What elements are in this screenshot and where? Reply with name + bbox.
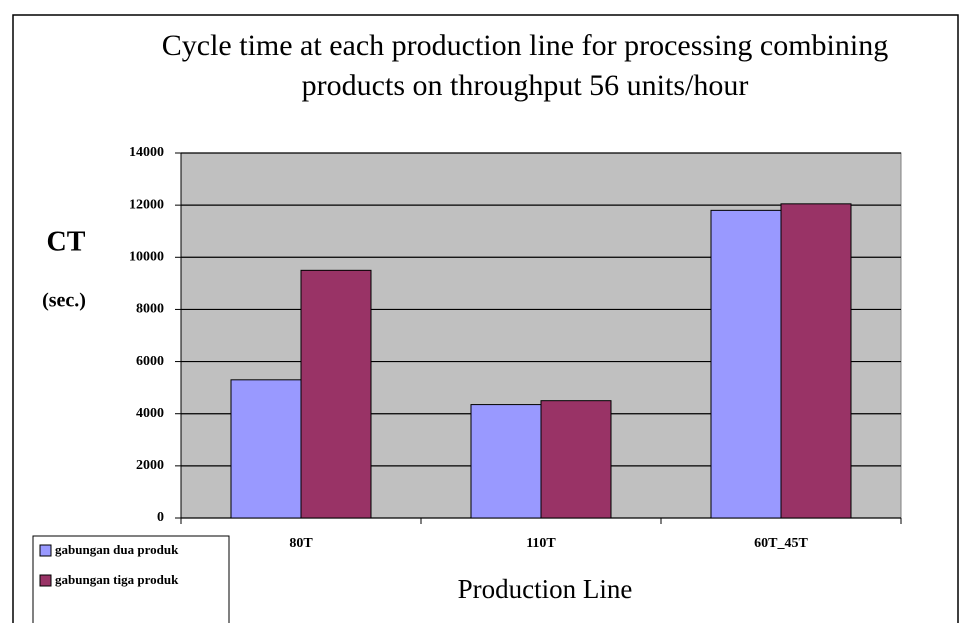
frame [12,14,959,623]
y-tick-label: 8000 [136,302,164,317]
y-tick-label: 14000 [129,145,164,160]
y-tick-label: 12000 [129,197,164,212]
x-axis-label: Production Line [458,574,633,604]
x-tick-label: 80T [289,536,313,551]
bar [780,203,852,519]
bar [300,269,372,519]
bar [230,379,302,519]
x-tick-label: 60T_45T [754,536,808,551]
y-tick-label: 4000 [136,406,164,421]
y-tick-label: 6000 [136,354,164,369]
bar [470,404,542,519]
y-axis-label: CT [47,226,86,257]
legend-box [32,535,230,623]
legend-swatch [39,574,52,587]
bar [540,400,612,519]
legend-label: gabungan dua produk [55,542,179,557]
legend-label: gabungan tiga produk [55,572,179,587]
y-tick-label: 0 [157,510,164,525]
x-tick-label: 110T [526,536,556,551]
legend-swatch [39,544,52,557]
y-tick-label: 10000 [129,250,164,265]
y-axis-unit: (sec.) [42,290,86,312]
bar [710,209,782,519]
chart-title: Cycle time at each production line for p… [161,29,889,102]
y-tick-label: 2000 [136,458,164,473]
